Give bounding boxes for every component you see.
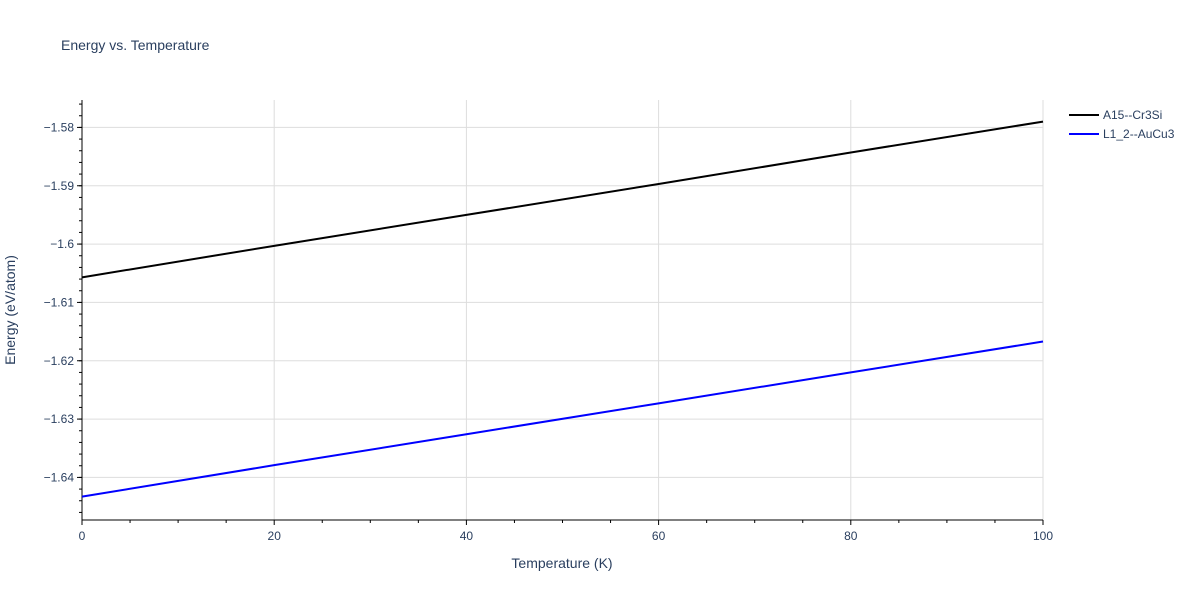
x-tick-label: 100 [1033,529,1053,543]
chart-title: Energy vs. Temperature [61,37,210,53]
x-tick-label: 80 [844,529,858,543]
legend-label: L1_2--AuCu3 [1103,127,1175,141]
legend-item-1[interactable]: A15--Cr3Si [1069,108,1162,122]
y-tick-label: −1.62 [44,354,75,368]
x-tick-label: 20 [268,529,282,543]
axes-layer: 0 20 40 60 80 100 −1.64 −1.63 −1.62 −1.61 −1.6 −1.5… [44,100,1053,543]
x-tick-label: 60 [652,529,666,543]
x-axis-title: Temperature (K) [511,555,612,571]
legend-label: A15--Cr3Si [1103,108,1162,122]
y-tick-label: −1.6 [50,237,74,251]
series-line-2 [81,340,1044,498]
x-tick-label: 40 [460,529,474,543]
x-tick-label: 0 [79,529,86,543]
y-tick-label: −1.63 [44,412,75,426]
y-axis-title: Energy (eV/atom) [2,255,18,365]
y-tick-label: −1.61 [44,295,75,309]
grid-layer [82,100,1044,520]
legend-item-2[interactable]: L1_2--AuCu3 [1069,127,1175,141]
series-layer [81,120,1044,498]
series-line-1 [81,120,1044,279]
y-tick-label: −1.58 [44,120,75,134]
y-tick-label: −1.59 [44,179,75,193]
y-tick-label: −1.64 [44,470,75,484]
legend[interactable]: A15--Cr3Si L1_2--AuCu3 [1069,108,1175,141]
